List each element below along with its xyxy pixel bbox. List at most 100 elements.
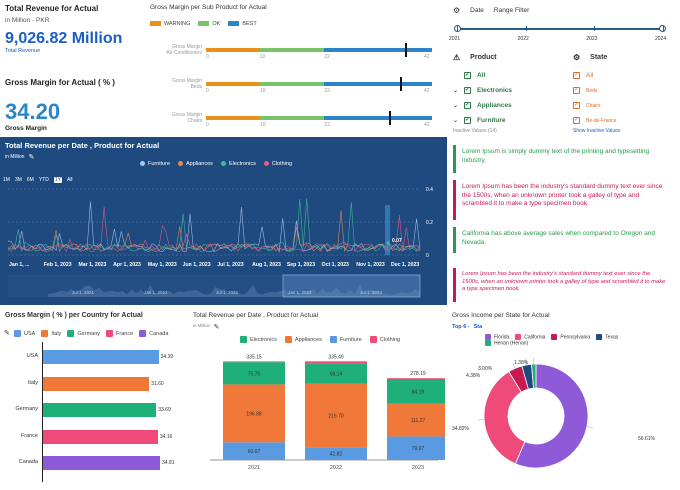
state-item-label: Chairs bbox=[586, 102, 601, 109]
stacked-segment[interactable] bbox=[223, 361, 285, 363]
bullet-band bbox=[259, 48, 325, 52]
donut-slice[interactable] bbox=[531, 363, 537, 389]
stacked-segment[interactable] bbox=[387, 403, 445, 437]
timeline-point bbox=[386, 241, 390, 245]
product-item[interactable]: ⌄ Electronics bbox=[453, 83, 563, 98]
range-button-1y[interactable]: 1Y bbox=[53, 177, 62, 183]
donut-top-dim[interactable]: Sta bbox=[473, 324, 483, 330]
product-item[interactable]: All bbox=[453, 68, 563, 83]
edit-icon[interactable]: ✎ bbox=[213, 324, 220, 331]
bullet-chart: Gross Margin per Sub Product for Actual … bbox=[150, 4, 440, 132]
country-axis bbox=[42, 342, 43, 482]
checkbox[interactable] bbox=[464, 86, 471, 94]
bullet-band bbox=[324, 82, 432, 86]
range-button-6m[interactable]: 6M bbox=[26, 177, 34, 183]
range-year-label: 2022 bbox=[517, 36, 529, 42]
message-3-text: California has above average sales when … bbox=[462, 230, 655, 246]
range-button-1m[interactable]: 1M bbox=[3, 177, 10, 183]
legend-swatch bbox=[14, 330, 21, 337]
x-tick-label: Nov 1, 2023 bbox=[356, 262, 385, 268]
timeline-series-line bbox=[7, 201, 421, 253]
legend-label: Furniture bbox=[339, 336, 362, 343]
stacked-segment[interactable] bbox=[223, 384, 285, 443]
show-inactive-link[interactable]: Show Inactive Values bbox=[573, 128, 621, 134]
stacked-segment[interactable] bbox=[305, 361, 367, 364]
kpi-revenue-value: 9,026.82 Million bbox=[5, 30, 123, 47]
product-item[interactable]: ⌄ Furniture bbox=[453, 113, 563, 128]
donut-top-label: Top 6 - bbox=[452, 324, 470, 330]
state-item[interactable]: Be-de-France bbox=[573, 113, 673, 128]
kpi-revenue-label: Total Revenue bbox=[5, 48, 41, 54]
donut-label: 4.38% bbox=[466, 373, 481, 379]
legend-label: Clothing bbox=[271, 161, 293, 167]
product-item-label: Furniture bbox=[477, 117, 506, 124]
checkbox[interactable] bbox=[573, 71, 580, 79]
range-slider-handle-end[interactable] bbox=[659, 25, 666, 32]
country-bar[interactable] bbox=[43, 350, 159, 364]
checkbox[interactable] bbox=[573, 116, 580, 124]
checkbox[interactable] bbox=[464, 116, 471, 124]
gear-icon[interactable]: ⚙ bbox=[453, 6, 461, 15]
stacked-segment[interactable] bbox=[223, 442, 285, 460]
edit-icon[interactable]: ✎ bbox=[28, 154, 35, 161]
legend-swatch bbox=[139, 330, 147, 337]
donut-slice[interactable] bbox=[514, 363, 589, 469]
legend-label: BEST bbox=[242, 21, 257, 27]
stacked-segment[interactable] bbox=[223, 362, 285, 385]
legend-swatch bbox=[284, 336, 292, 343]
timeline-series-line bbox=[7, 198, 421, 252]
checkbox[interactable] bbox=[573, 86, 580, 94]
state-item[interactable]: Chairs bbox=[573, 98, 673, 113]
edit-icon[interactable]: ✎ bbox=[4, 330, 10, 337]
timeline-highlight-bar bbox=[385, 205, 390, 255]
range-button-3m[interactable]: 3M bbox=[14, 177, 22, 183]
message-3: California has above average sales when … bbox=[453, 227, 675, 253]
product-list: All ⌄ Electronics ⌄ Appliances ⌄ Furniture bbox=[453, 68, 563, 128]
checkbox[interactable] bbox=[464, 71, 471, 79]
chevron-down-icon[interactable]: ⌄ bbox=[453, 88, 459, 94]
bullet-band bbox=[324, 48, 432, 52]
checkbox[interactable] bbox=[573, 101, 580, 109]
message-4: Lorem Ipsum has been the industry's stan… bbox=[453, 268, 675, 302]
x-tick-label: Jul 1, 2023 bbox=[217, 262, 243, 268]
stacked-segment[interactable] bbox=[387, 378, 445, 404]
country-bar[interactable] bbox=[43, 456, 160, 470]
country-bar[interactable] bbox=[43, 376, 150, 391]
legend-swatch bbox=[240, 336, 247, 343]
range-slider-track[interactable] bbox=[457, 28, 663, 30]
donut-slice[interactable] bbox=[483, 371, 526, 465]
product-item-label: Appliances bbox=[477, 102, 512, 109]
stacked-segment[interactable] bbox=[305, 447, 367, 460]
chevron-down-icon[interactable]: ⌄ bbox=[453, 103, 459, 109]
bullet-marker bbox=[399, 77, 402, 91]
range-button-ytd[interactable]: YTD bbox=[38, 177, 49, 183]
product-filter: ⚠ Product All ⌄ Electronics ⌄ Appliances ⌄ Fur… bbox=[453, 53, 563, 128]
chevron-down-icon[interactable]: ⌄ bbox=[453, 118, 459, 124]
stacked-segment[interactable] bbox=[387, 436, 445, 460]
stacked-segment[interactable] bbox=[305, 363, 367, 384]
x-tick-label: Jun 1, 2023 bbox=[183, 262, 211, 268]
bullet-band bbox=[259, 82, 325, 86]
legend-swatch bbox=[485, 334, 491, 340]
state-item[interactable]: Beds bbox=[573, 83, 673, 98]
checkbox[interactable] bbox=[464, 101, 471, 109]
range-button-all[interactable]: All bbox=[66, 177, 73, 183]
legend-label: Pennsylvania bbox=[560, 334, 591, 341]
gear-icon[interactable]: ⚙ bbox=[573, 53, 581, 62]
bullet-tick: 22 bbox=[324, 88, 330, 94]
country-label: France bbox=[20, 432, 38, 439]
stacked-segment[interactable] bbox=[387, 378, 445, 379]
country-bar[interactable] bbox=[43, 429, 158, 444]
bullet-tick: 42 bbox=[424, 88, 430, 94]
product-item[interactable]: ⌄ Appliances bbox=[453, 98, 563, 113]
bullet-tick: 42 bbox=[424, 122, 430, 128]
donut-svg: 56.61% 34.82% 4.38%3.00% 1.38% bbox=[452, 358, 656, 469]
bullet-tick: 10 bbox=[259, 54, 266, 60]
state-item[interactable]: All bbox=[573, 68, 673, 83]
segment-label: 68.14 bbox=[330, 372, 343, 378]
bullet-row-label: Gross Margin Chairs bbox=[150, 112, 202, 124]
stacked-segment[interactable] bbox=[305, 383, 367, 448]
country-legend-item: France bbox=[106, 330, 133, 337]
navigator-selection[interactable] bbox=[282, 274, 421, 298]
country-bar[interactable] bbox=[43, 403, 157, 417]
